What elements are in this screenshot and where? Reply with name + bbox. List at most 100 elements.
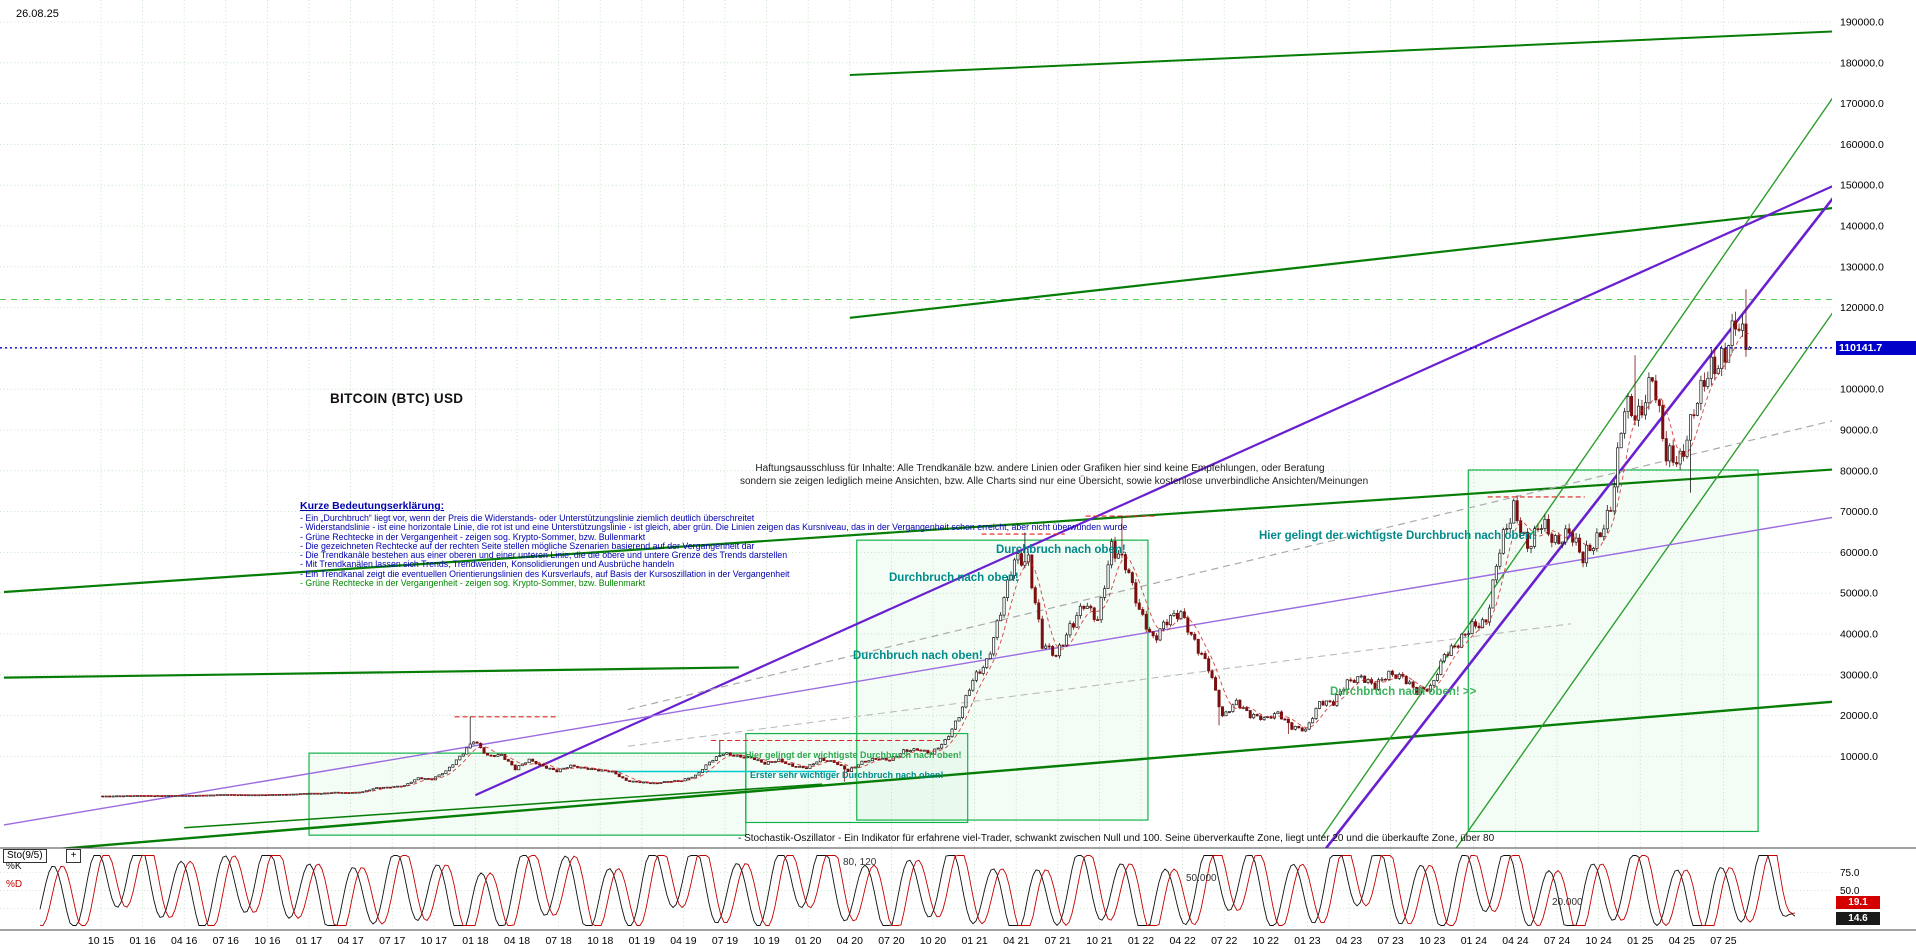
price-axis-label: 60000.0: [1840, 547, 1878, 559]
trend-line: [627, 623, 1571, 747]
time-axis-label: 10 17: [421, 935, 447, 947]
price-axis-label: 20000.0: [1840, 710, 1878, 722]
time-axis-label: 10 22: [1253, 935, 1279, 947]
price-axis-label: 10000.0: [1840, 751, 1878, 763]
time-axis-label: 04 18: [504, 935, 530, 947]
trend-line: [3, 666, 739, 679]
price-axis-label: 30000.0: [1840, 669, 1878, 681]
time-axis-label: 01 23: [1294, 935, 1320, 947]
time-axis-label: 10 18: [587, 935, 613, 947]
oscillator-scale-label: 75.0: [1840, 868, 1860, 879]
price-axis-label: 140000.0: [1840, 221, 1884, 233]
time-axis-label: 07 19: [712, 935, 738, 947]
chart-price-note: 80, 120: [843, 857, 877, 868]
time-axis-label: 07 22: [1211, 935, 1237, 947]
grid: [0, 0, 1832, 929]
trend-line: [3, 516, 1832, 826]
current-price-badge: 110141.7: [1836, 341, 1916, 355]
time-axis-label: 01 25: [1627, 935, 1653, 947]
price-axis-label: 90000.0: [1840, 425, 1878, 437]
trend-line: [1324, 197, 1832, 848]
legend-explanation-line: - Grüne Rechtecke in der Vergangenheit -…: [300, 578, 646, 589]
trend-line: [849, 207, 1832, 319]
legend-explanation-line: - Die Trendkanäle bestehen aus einer obe…: [300, 550, 788, 561]
indicator-add-button[interactable]: +: [66, 849, 81, 863]
trend-line: [184, 783, 823, 829]
stochastic-k-label: %K: [6, 861, 22, 872]
breakout-annotation: Durchbruch nach oben!: [853, 650, 983, 662]
scenario-box: [1467, 469, 1759, 833]
breakout-annotation: Hier gelingt der wichtigste Durchbruch n…: [1259, 530, 1536, 542]
breakout-annotation: Durchbruch nach oben!: [996, 544, 1126, 556]
time-axis-label: 04 16: [171, 935, 197, 947]
trend-line: [55, 700, 1832, 848]
time-axis-label: 07 16: [213, 935, 239, 947]
legend-explanation-line: - Ein Trendkanal zeigt die eventuellen O…: [300, 568, 790, 579]
time-axis-label: 10 16: [254, 935, 280, 947]
time-axis-label: 10 23: [1419, 935, 1445, 947]
legend-explanation-line: - Die gezeichneten Rechtecke auf der rec…: [300, 540, 755, 551]
time-axis-label: 10 24: [1585, 935, 1611, 947]
breakout-annotation: Hier gelingt der wichtigste Durchbruch n…: [745, 750, 962, 760]
chart-date: 26.08.25: [16, 8, 59, 20]
time-axis-label: 01 24: [1461, 935, 1487, 947]
trend-line: [627, 420, 1832, 711]
legend-explanation-title: Kurze Bedeutungserklärung:: [300, 500, 445, 512]
oscillator-scale-label: 50.0: [1840, 886, 1860, 897]
price-axis-label: 160000.0: [1840, 139, 1884, 151]
time-axis-label: 07 18: [545, 935, 571, 947]
main-chart-layer: [0, 30, 1832, 848]
time-axis-label: 04 20: [837, 935, 863, 947]
time-axis-label: 10 19: [753, 935, 779, 947]
moving-average-line: [120, 332, 1750, 797]
time-axis-label: 01 21: [961, 935, 987, 947]
time-axis-label: 07 20: [878, 935, 904, 947]
time-axis-label: 04 22: [1169, 935, 1195, 947]
breakout-annotation: Erster sehr wichtiger Durchbruch nach ob…: [750, 770, 944, 780]
time-axis-label: 01 19: [629, 935, 655, 947]
price-axis-label: 130000.0: [1840, 261, 1884, 273]
axes: 190000.0 180000.0 170000.0 160000.0 150000.0…: [88, 17, 1884, 948]
price-axis-label: 70000.0: [1840, 506, 1878, 518]
disclaimer-line2: sondern sie zeigen lediglich meine Ansic…: [740, 476, 1369, 487]
time-axis-label: 04 24: [1502, 935, 1528, 947]
legend-explanation-line: - Mit Trendkanälen lassen sich Trends, T…: [300, 559, 675, 570]
legend-explanation: Kurze Bedeutungserklärung: - Ein „Durchb…: [300, 500, 1127, 588]
price-axis-label: 120000.0: [1840, 302, 1884, 314]
time-axis-label: 01 17: [296, 935, 322, 947]
chart-price-note: 50.000: [1186, 873, 1217, 884]
price-axis-label: 190000.0: [1840, 17, 1884, 29]
trend-line: [474, 185, 1832, 797]
stochastic-panel: 75.0 50.0: [0, 855, 1860, 927]
legend-explanation-line: - Ein „Durchbruch“ liegt vor, wenn der P…: [300, 513, 755, 523]
breakout-annotation: Durchbruch nach oben! >>: [1330, 686, 1477, 698]
disclaimer-line1: Haftungsausschluss für Inhalte: Alle Tre…: [755, 463, 1325, 474]
price-axis-label: 80000.0: [1840, 465, 1878, 477]
stochastic-d-line: [39, 855, 1796, 927]
price-axis-label: 180000.0: [1840, 57, 1884, 69]
time-axis-label: 07 24: [1544, 935, 1570, 947]
chart-title: BITCOIN (BTC) USD: [330, 391, 464, 406]
scenario-box: [856, 539, 1149, 821]
legend-explanation-line: - Grüne Rechtecke in der Vergangenheit -…: [300, 531, 646, 542]
time-axis-label: 01 18: [462, 935, 488, 947]
time-axis-label: 07 25: [1710, 935, 1736, 947]
price-axis-label: 40000.0: [1840, 629, 1878, 641]
time-axis-label: 10 21: [1086, 935, 1112, 947]
stochastic-d-label: %D: [6, 879, 23, 890]
indicator-label[interactable]: Sto(9/5): [3, 849, 47, 863]
time-axis-label: 01 16: [129, 935, 155, 947]
price-axis-label: 170000.0: [1840, 98, 1884, 110]
time-axis-label: 07 17: [379, 935, 405, 947]
trend-line: [1455, 312, 1832, 848]
breakout-annotation: Durchbruch nach oben!: [889, 572, 1019, 584]
legend-explanation-line: - Widerstandslinie - ist eine horizontal…: [300, 522, 1128, 533]
price-axis-label: 50000.0: [1840, 588, 1878, 600]
stochastic-k-line: [39, 855, 1796, 927]
time-axis-label: 04 17: [337, 935, 363, 947]
time-axis-label: 04 19: [670, 935, 696, 947]
time-axis-label: 04 23: [1336, 935, 1362, 947]
legend-explanation-lines: - Ein „Durchbruch“ liegt vor, wenn der P…: [300, 513, 1128, 589]
